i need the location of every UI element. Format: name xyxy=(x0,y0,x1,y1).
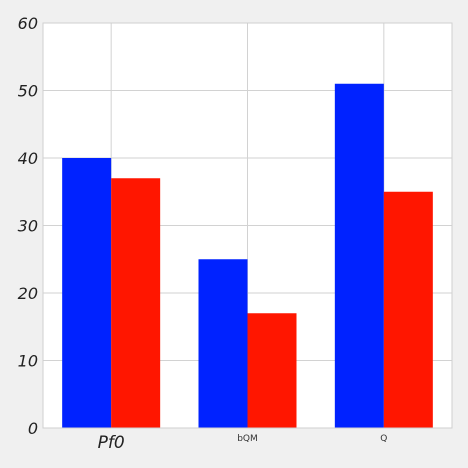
x-tick-label: Q xyxy=(380,434,387,444)
bar xyxy=(62,158,112,428)
bar xyxy=(334,83,384,428)
bar xyxy=(111,178,161,428)
x-axis-ticks: Pf0 bQM Q xyxy=(98,433,388,453)
x-tick-label: bQM xyxy=(237,434,258,444)
y-tick-label: 60 xyxy=(18,14,38,33)
bar xyxy=(198,259,248,428)
y-tick-label: 20 xyxy=(18,284,38,303)
x-tick-label: Pf0 xyxy=(98,433,125,453)
plot-frame xyxy=(42,22,453,429)
bar xyxy=(383,191,433,428)
y-axis-ticks: 0 10 20 30 40 50 60 xyxy=(18,14,38,438)
bars xyxy=(62,83,433,428)
y-tick-label: 30 xyxy=(18,217,38,236)
y-tick-label: 40 xyxy=(18,149,38,168)
y-tick-label: 10 xyxy=(18,352,38,371)
y-tick-label: 50 xyxy=(18,82,38,101)
bar xyxy=(247,313,297,428)
y-tick-label: 0 xyxy=(28,419,38,438)
